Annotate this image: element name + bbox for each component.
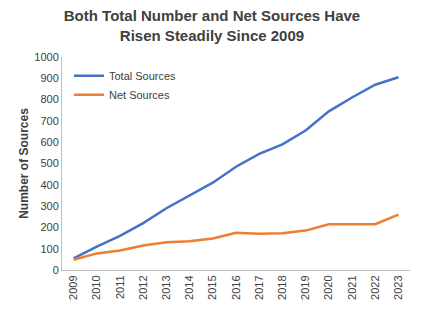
svg-text:Net Sources: Net Sources bbox=[109, 89, 170, 101]
svg-text:2010: 2010 bbox=[90, 275, 102, 299]
svg-text:2021: 2021 bbox=[346, 275, 358, 299]
svg-text:300: 300 bbox=[40, 200, 58, 212]
svg-text:0: 0 bbox=[53, 264, 59, 276]
svg-text:2018: 2018 bbox=[276, 275, 288, 299]
svg-text:2022: 2022 bbox=[369, 275, 381, 299]
svg-text:2020: 2020 bbox=[322, 275, 334, 299]
svg-text:800: 800 bbox=[40, 93, 58, 105]
svg-text:600: 600 bbox=[40, 136, 58, 148]
svg-text:2015: 2015 bbox=[206, 275, 218, 299]
svg-text:2019: 2019 bbox=[299, 275, 311, 299]
svg-text:Total Sources: Total Sources bbox=[109, 70, 176, 82]
svg-text:400: 400 bbox=[40, 179, 58, 191]
svg-text:2011: 2011 bbox=[114, 275, 126, 299]
svg-text:2009: 2009 bbox=[67, 275, 79, 299]
svg-text:100: 100 bbox=[40, 243, 58, 255]
svg-text:2012: 2012 bbox=[137, 275, 149, 299]
svg-text:700: 700 bbox=[40, 115, 58, 127]
svg-text:Both Total Number and Net Sour: Both Total Number and Net Sources HaveRi… bbox=[64, 7, 360, 44]
svg-text:2017: 2017 bbox=[253, 275, 265, 299]
svg-text:2023: 2023 bbox=[392, 275, 404, 299]
svg-text:900: 900 bbox=[40, 72, 58, 84]
svg-text:2014: 2014 bbox=[183, 275, 195, 299]
svg-text:Number of Sources: Number of Sources bbox=[17, 108, 31, 219]
svg-text:200: 200 bbox=[40, 221, 58, 233]
svg-text:500: 500 bbox=[40, 157, 58, 169]
svg-text:1000: 1000 bbox=[34, 51, 58, 63]
svg-text:2016: 2016 bbox=[230, 275, 242, 299]
svg-text:2013: 2013 bbox=[160, 275, 172, 299]
